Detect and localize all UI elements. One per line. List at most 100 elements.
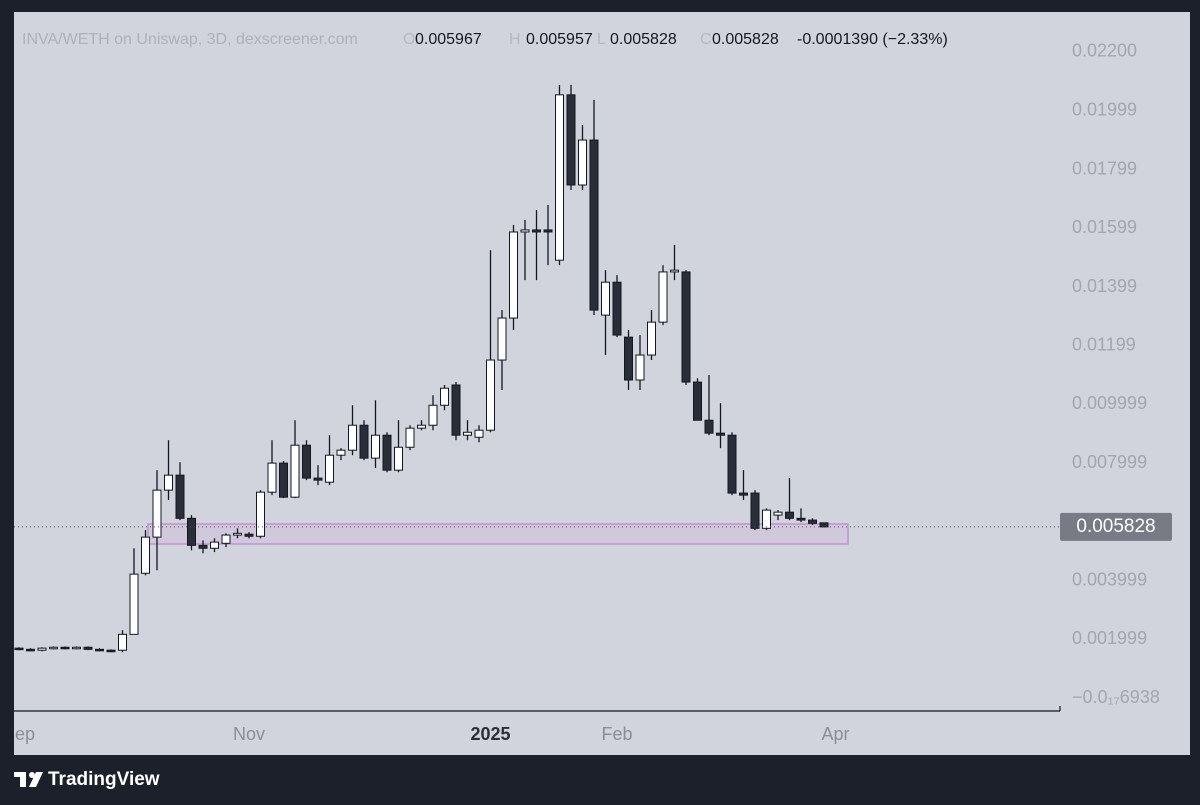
x-tick-label: Apr <box>821 724 849 744</box>
candle-body <box>382 434 392 471</box>
candle-body <box>95 648 104 652</box>
y-tick-label: 0.01599 <box>1072 217 1137 237</box>
candle-body <box>670 269 679 273</box>
candle-body <box>302 444 311 479</box>
candle-body <box>313 477 323 481</box>
candle-body <box>164 474 173 491</box>
y-tick-label: 0.01999 <box>1072 100 1137 120</box>
plot-area <box>14 84 829 653</box>
candle-body <box>210 541 219 549</box>
candle-body <box>152 489 162 538</box>
candle-body <box>578 139 587 186</box>
candle-body <box>785 511 794 519</box>
price-change: -0.0001390 (−2.33%) <box>797 31 948 48</box>
candle-body <box>336 449 346 456</box>
candle-body <box>129 573 139 635</box>
footer-brand: TradingView <box>48 769 160 790</box>
candle-body <box>647 321 656 356</box>
logo-stem <box>20 772 26 787</box>
candle-body <box>187 517 196 546</box>
candle-body <box>796 517 806 521</box>
candle-body <box>60 646 70 650</box>
candle-body <box>118 633 127 651</box>
candle-body <box>486 359 495 431</box>
candle-body <box>727 434 737 494</box>
candle-body <box>371 434 380 459</box>
y-tick-label: 0.02200 <box>1072 41 1137 61</box>
legend-header: INVA/WETH on Uniswap, 3D, dexscreener.co… <box>22 31 948 48</box>
candle-body <box>106 649 116 653</box>
candle-body <box>532 229 541 233</box>
candle-body <box>716 432 725 436</box>
candle-body <box>808 519 817 524</box>
candle-body <box>555 94 564 261</box>
x-axis: Sep Nov 2025 Feb Apr <box>3 724 850 744</box>
candle-body <box>509 231 518 319</box>
candle-body <box>141 536 150 574</box>
logo-dot <box>29 772 35 778</box>
candle-body <box>244 533 254 537</box>
y-tick-label: 0.01399 <box>1072 276 1137 296</box>
candle-body <box>601 281 610 316</box>
symbol-title: INVA/WETH on Uniswap, 3D, dexscreener.co… <box>22 31 358 48</box>
x-tick-label: Sep <box>3 724 35 744</box>
ohlc-letter: L <box>597 31 606 48</box>
y-tick-label: 0.001999 <box>1072 628 1147 648</box>
support-zone <box>147 523 849 545</box>
candle-body <box>440 387 449 406</box>
candle-body <box>26 648 35 652</box>
candle-body <box>267 462 277 493</box>
candle-body <box>819 522 829 528</box>
candle-body <box>612 281 622 336</box>
ohlc-letter: O <box>403 31 415 48</box>
candle-body <box>463 431 472 436</box>
candle-body <box>589 139 599 311</box>
tradingview-logo: TradingView <box>14 769 160 790</box>
candle-body <box>428 404 438 426</box>
candle-body <box>348 424 357 451</box>
ohlc-letter: C <box>700 31 712 48</box>
candle-body <box>325 454 334 483</box>
y-tick-label: −0.0₁₇6938 <box>1072 687 1160 707</box>
candle-body <box>681 271 691 383</box>
ohlc-value: 0.005828 <box>610 31 677 48</box>
candle-body <box>773 511 783 516</box>
logo-slash <box>29 772 43 787</box>
last-price-box <box>1060 512 1172 541</box>
candle-body <box>72 646 81 650</box>
y-tick-label: 0.009999 <box>1072 393 1147 413</box>
candle-body <box>704 419 714 434</box>
candle-body <box>405 427 415 448</box>
candle-body <box>762 509 771 529</box>
x-tick-label: Feb <box>601 724 632 744</box>
y-tick-label: 0.007999 <box>1072 452 1147 472</box>
candle-body <box>279 462 288 498</box>
x-tick-label: Nov <box>233 724 265 744</box>
candle-body <box>394 446 403 471</box>
candle-body <box>693 381 702 421</box>
candle-body <box>175 474 185 519</box>
candle-body <box>497 317 507 361</box>
candle-body <box>221 534 231 544</box>
y-tick-label: 0.01199 <box>1072 335 1136 355</box>
candle-body <box>37 647 47 651</box>
candle-body <box>451 384 461 436</box>
candle-body <box>83 646 93 650</box>
y-tick-label: 0.003999 <box>1072 569 1147 589</box>
candle-body <box>658 271 668 323</box>
candle-body <box>750 492 760 529</box>
candle-body <box>198 544 208 549</box>
candle-body <box>417 424 426 429</box>
chart-background <box>14 12 1190 755</box>
ohlc-value: 0.005828 <box>712 31 779 48</box>
candle-body <box>739 492 748 496</box>
candle-body <box>635 354 645 381</box>
y-tick-label: 0.01799 <box>1072 158 1137 178</box>
candle-body <box>290 444 300 498</box>
candle-body <box>233 532 242 536</box>
ohlc-value: 0.005967 <box>415 31 482 48</box>
ohlc-letter: H <box>509 31 521 48</box>
candle-body <box>543 229 553 233</box>
candle-body <box>359 424 369 459</box>
